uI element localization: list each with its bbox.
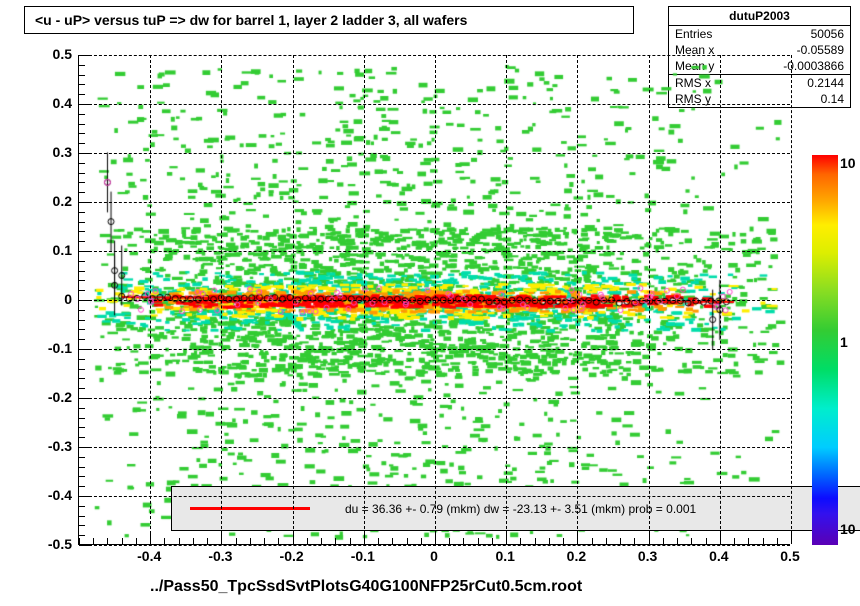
y-tick-label: -0.1 xyxy=(0,340,72,356)
colorbar-label: 1 xyxy=(840,334,848,350)
x-tick-label: 0.4 xyxy=(701,548,737,564)
stats-entries: Entries 50056 xyxy=(669,26,850,42)
y-tick-label: 0.2 xyxy=(0,193,72,209)
legend-text: du = 36.36 +- 0.79 (mkm) dw = -23.13 +- … xyxy=(345,502,696,516)
y-tick-label: 0.1 xyxy=(0,242,72,258)
x-tick-label: 0 xyxy=(416,548,452,564)
stats-meanx-value: -0.05589 xyxy=(797,42,844,58)
y-tick-label: -0.4 xyxy=(0,487,72,503)
y-tick-label: 0.4 xyxy=(0,95,72,111)
stats-rmsy-value: 0.14 xyxy=(821,91,844,107)
colorbar-label: 10 xyxy=(840,521,856,537)
y-tick-label: 0.3 xyxy=(0,144,72,160)
x-tick-label: 0.2 xyxy=(558,548,594,564)
x-tick-label: 0.1 xyxy=(487,548,523,564)
y-tick-label: -0.5 xyxy=(0,536,72,552)
stats-entries-value: 50056 xyxy=(811,26,844,42)
x-tick-label: -0.4 xyxy=(131,548,167,564)
file-path-label: ../Pass50_TpcSsdSvtPlotsG40G100NFP25rCut… xyxy=(150,578,582,596)
y-tick-label: -0.3 xyxy=(0,438,72,454)
stats-entries-label: Entries xyxy=(675,26,712,42)
x-tick-label: 0.3 xyxy=(630,548,666,564)
chart-title: <u - uP> versus tuP => dw for barrel 1, … xyxy=(24,6,634,34)
y-tick-label: 0 xyxy=(0,291,72,307)
stats-rmsx-value: 0.2144 xyxy=(807,75,844,91)
x-tick-label: -0.1 xyxy=(345,548,381,564)
y-tick-label: -0.2 xyxy=(0,389,72,405)
colorbar xyxy=(812,155,838,545)
x-tick-label: -0.3 xyxy=(202,548,238,564)
y-tick-label: 0.5 xyxy=(0,46,72,62)
colorbar-label: 10 xyxy=(840,155,856,171)
stats-meany-value: -0.0003866 xyxy=(783,58,844,74)
stats-name: dutuP2003 xyxy=(669,7,850,26)
plot-area: du = 36.36 +- 0.79 (mkm) dw = -23.13 +- … xyxy=(78,55,790,545)
x-tick-label: 0.5 xyxy=(772,548,808,564)
x-tick-label: -0.2 xyxy=(274,548,310,564)
fit-legend: du = 36.36 +- 0.79 (mkm) dw = -23.13 +- … xyxy=(171,486,860,531)
